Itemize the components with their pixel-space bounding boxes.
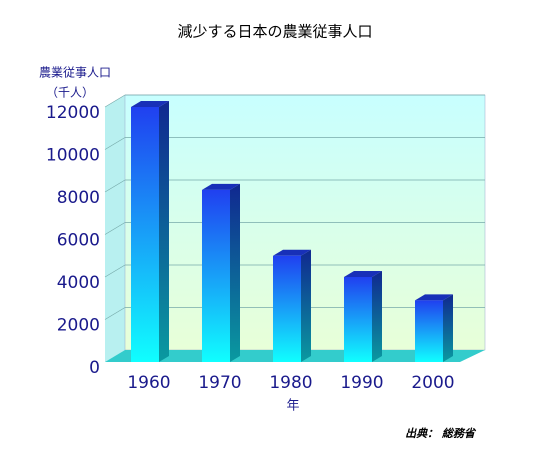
y-tick-label: 2000 bbox=[57, 316, 100, 336]
x-axis-label: 年 bbox=[286, 399, 299, 414]
bar-top bbox=[202, 183, 240, 190]
y-axis-label: 農業従事人口 bbox=[39, 66, 111, 80]
grid-line bbox=[104, 307, 126, 320]
grid-line bbox=[104, 137, 126, 150]
grid-line bbox=[104, 264, 126, 278]
bar-side bbox=[301, 249, 311, 362]
bar-top bbox=[415, 294, 453, 301]
chart-title: 減少する日本の農業従事人口 bbox=[177, 23, 372, 41]
bar-top bbox=[131, 101, 169, 107]
y-tick-label: 12000 bbox=[46, 103, 100, 123]
y-tick-label: 8000 bbox=[57, 188, 100, 208]
bar-side bbox=[372, 271, 382, 362]
grid-line bbox=[104, 94, 126, 108]
x-tick-label: 1980 bbox=[269, 373, 312, 393]
y-tick-label: 4000 bbox=[57, 273, 100, 293]
x-tick-label: 1960 bbox=[127, 373, 170, 393]
bar bbox=[344, 277, 372, 362]
y-axis-unit: （千人） bbox=[46, 86, 94, 100]
bar-side bbox=[159, 101, 169, 362]
bar-side bbox=[230, 183, 240, 362]
x-tick-label: 2000 bbox=[411, 373, 454, 393]
bar-side bbox=[443, 294, 453, 362]
grid-line bbox=[104, 179, 126, 193]
y-tick-label: 0 bbox=[89, 358, 100, 378]
source-note: 出典： 総務省 bbox=[405, 427, 477, 440]
x-tick-label: 1990 bbox=[340, 373, 383, 393]
bar bbox=[273, 255, 301, 362]
y-tick-label: 10000 bbox=[46, 146, 100, 166]
bar bbox=[131, 107, 159, 362]
y-tick-label: 6000 bbox=[57, 231, 100, 251]
bar bbox=[202, 189, 230, 362]
grid-line bbox=[104, 222, 126, 235]
bar bbox=[415, 300, 443, 362]
bar-top bbox=[273, 249, 311, 256]
x-tick-label: 1970 bbox=[198, 373, 241, 393]
bar-top bbox=[344, 271, 382, 277]
